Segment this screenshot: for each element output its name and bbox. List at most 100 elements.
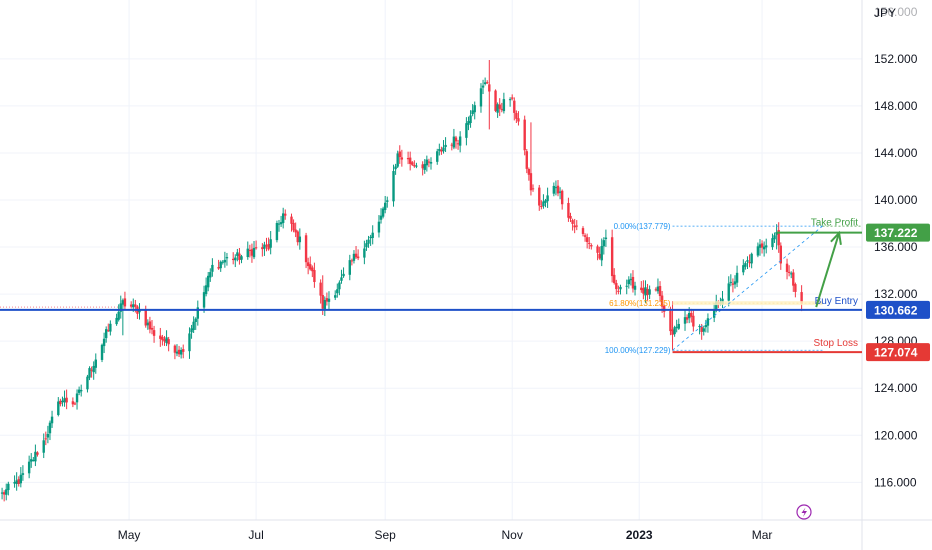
candle xyxy=(88,366,91,381)
candle-body xyxy=(604,237,608,239)
candle xyxy=(136,305,139,319)
candle-body xyxy=(107,330,110,332)
candle xyxy=(513,97,516,121)
candle-body xyxy=(687,313,691,319)
candle-body xyxy=(92,365,95,373)
candle-body xyxy=(281,213,285,224)
candle xyxy=(773,232,776,243)
candle-body xyxy=(102,338,106,347)
candle-body xyxy=(633,285,637,290)
candle-body xyxy=(30,459,33,462)
buy-entry-price-tag-text: 130.662 xyxy=(874,303,918,317)
candle-body xyxy=(569,215,572,219)
candle-body xyxy=(59,400,62,405)
xtick-label: May xyxy=(118,528,141,542)
candle xyxy=(102,332,106,354)
candle xyxy=(175,344,179,357)
ytick-label: 152.000 xyxy=(874,52,918,66)
candle xyxy=(306,257,310,275)
candle xyxy=(600,238,603,267)
y-axis[interactable]: JPY156.000116.000120.000124.000128.00013… xyxy=(866,5,930,490)
candle xyxy=(281,207,285,229)
candle-body xyxy=(669,311,672,332)
candle-body xyxy=(573,225,576,228)
candle xyxy=(423,159,426,174)
ytick-label: 140.000 xyxy=(874,193,918,207)
arrow-head xyxy=(830,230,842,245)
candle xyxy=(473,101,476,120)
candle-body xyxy=(252,247,256,258)
candle xyxy=(735,265,739,288)
candle-body xyxy=(50,416,54,424)
candle-body xyxy=(44,438,48,440)
take-profit-price-tag-box xyxy=(866,223,930,242)
candle-body xyxy=(219,261,222,269)
candle xyxy=(383,196,387,214)
candle xyxy=(27,455,31,479)
candle xyxy=(602,237,606,255)
candle-body xyxy=(425,159,429,166)
candle xyxy=(627,276,631,289)
candle-body xyxy=(348,260,351,275)
candle-body xyxy=(77,389,81,393)
candle xyxy=(794,282,797,298)
candle-body xyxy=(340,277,343,281)
candle-body xyxy=(336,289,339,294)
candle-body xyxy=(598,253,601,259)
candle-body xyxy=(683,317,687,324)
candle-body xyxy=(488,84,491,92)
candle xyxy=(777,222,780,253)
candle xyxy=(336,283,339,298)
candle-body xyxy=(773,235,776,240)
candle-body xyxy=(438,149,441,151)
candle xyxy=(190,324,193,339)
candle xyxy=(467,116,470,131)
lightning-icon[interactable] xyxy=(796,504,812,520)
candle-body xyxy=(398,151,401,158)
candle xyxy=(658,281,662,302)
candle xyxy=(569,212,572,223)
candle xyxy=(408,151,412,171)
candle xyxy=(502,92,506,114)
candle xyxy=(581,226,585,237)
candle xyxy=(615,279,618,295)
candle-body xyxy=(552,185,556,194)
candle-body xyxy=(406,157,410,160)
candle-body xyxy=(744,263,747,267)
candle xyxy=(92,361,95,380)
candle-body xyxy=(379,215,383,220)
candle-body xyxy=(75,393,79,403)
candle-body xyxy=(452,136,456,148)
candle xyxy=(269,231,272,255)
candle-body xyxy=(221,261,224,263)
candle xyxy=(94,353,97,374)
candle xyxy=(32,456,35,462)
candle xyxy=(221,260,224,265)
candle-body xyxy=(602,240,606,247)
candle xyxy=(13,475,16,488)
candle xyxy=(762,241,766,257)
candle-body xyxy=(236,252,239,256)
candle-body xyxy=(756,246,760,256)
candle xyxy=(75,389,79,410)
candle xyxy=(515,110,518,123)
candle xyxy=(36,451,39,457)
candle xyxy=(531,184,535,192)
overlays: 0.00%(137.779) 61.80%(131.235) 100.00%(127… xyxy=(0,218,862,520)
candle-body xyxy=(263,244,266,249)
candle xyxy=(2,490,6,502)
candle xyxy=(556,179,560,197)
candle xyxy=(425,155,429,172)
candle-body xyxy=(704,324,708,328)
candles xyxy=(0,60,803,502)
candle xyxy=(748,254,751,268)
candle xyxy=(677,318,680,330)
x-axis[interactable]: May Jul Sep Nov 2023 Mar xyxy=(118,528,773,542)
take-profit-price-tag-text: 137.222 xyxy=(874,226,918,240)
candle xyxy=(596,244,599,261)
candle-body xyxy=(350,260,354,262)
candle-body xyxy=(654,289,658,291)
candle-body xyxy=(471,110,474,115)
candle xyxy=(304,232,308,269)
candle xyxy=(15,472,18,491)
